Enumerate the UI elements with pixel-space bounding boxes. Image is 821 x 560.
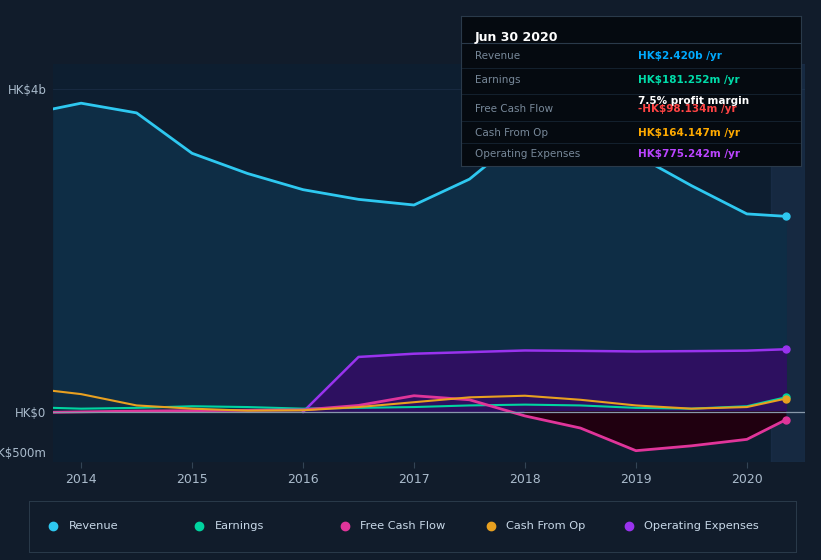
Bar <box>771 64 805 462</box>
Text: Operating Expenses: Operating Expenses <box>475 149 580 158</box>
Text: Earnings: Earnings <box>475 75 521 85</box>
Text: -HK$98.134m /yr: -HK$98.134m /yr <box>638 104 736 114</box>
Text: HK$164.147m /yr: HK$164.147m /yr <box>638 128 741 138</box>
Text: Free Cash Flow: Free Cash Flow <box>475 104 553 114</box>
Text: Revenue: Revenue <box>475 51 521 61</box>
Text: Operating Expenses: Operating Expenses <box>644 521 759 531</box>
Text: Revenue: Revenue <box>69 521 118 531</box>
Text: Free Cash Flow: Free Cash Flow <box>360 521 446 531</box>
Text: HK$775.242m /yr: HK$775.242m /yr <box>638 149 741 158</box>
Text: 7.5% profit margin: 7.5% profit margin <box>638 96 750 106</box>
Text: HK$181.252m /yr: HK$181.252m /yr <box>638 75 740 85</box>
Text: HK$2.420b /yr: HK$2.420b /yr <box>638 51 722 61</box>
Text: Cash From Op: Cash From Op <box>475 128 548 138</box>
Text: Cash From Op: Cash From Op <box>507 521 585 531</box>
Text: Earnings: Earnings <box>214 521 264 531</box>
Text: Jun 30 2020: Jun 30 2020 <box>475 31 558 44</box>
